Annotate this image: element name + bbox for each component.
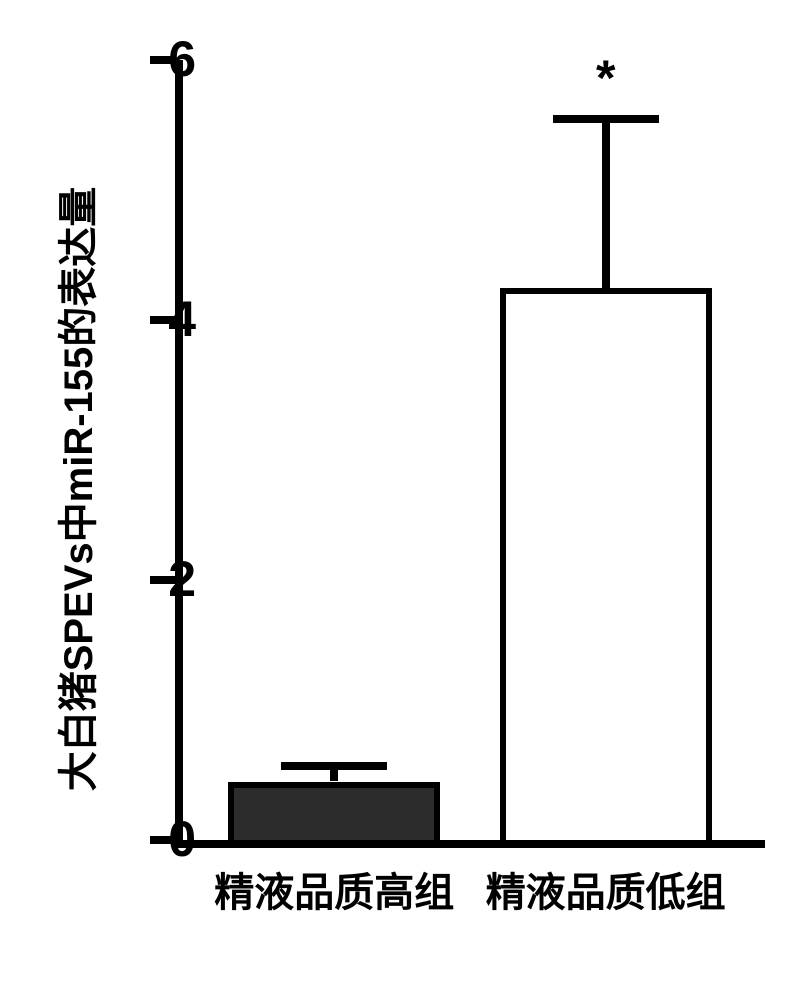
x-tick-label: 精液品质高组: [199, 860, 469, 918]
significance-annotation: *: [556, 49, 656, 107]
y-axis-line: [175, 60, 183, 840]
chart-container: 大白猪SPEVs中miR-155的表达量 * 0 2 4 6 精液品质高组精液品质低组: [0, 0, 806, 1000]
bar: [228, 782, 440, 841]
y-tick-label: 4: [136, 290, 196, 348]
x-tick-label: 精液品质低组: [471, 860, 741, 918]
y-tick-label: 2: [136, 550, 196, 608]
plot-area: *: [175, 60, 765, 840]
error-bar-line: [602, 119, 610, 288]
x-axis-line: [175, 840, 765, 848]
y-tick-label: 0: [136, 810, 196, 868]
y-axis-label: 大白猪SPEVs中miR-155的表达量: [46, 139, 104, 839]
error-bar-cap: [553, 115, 659, 123]
y-tick-label: 6: [136, 30, 196, 88]
bar: [500, 288, 712, 841]
error-bar-cap: [281, 762, 387, 770]
